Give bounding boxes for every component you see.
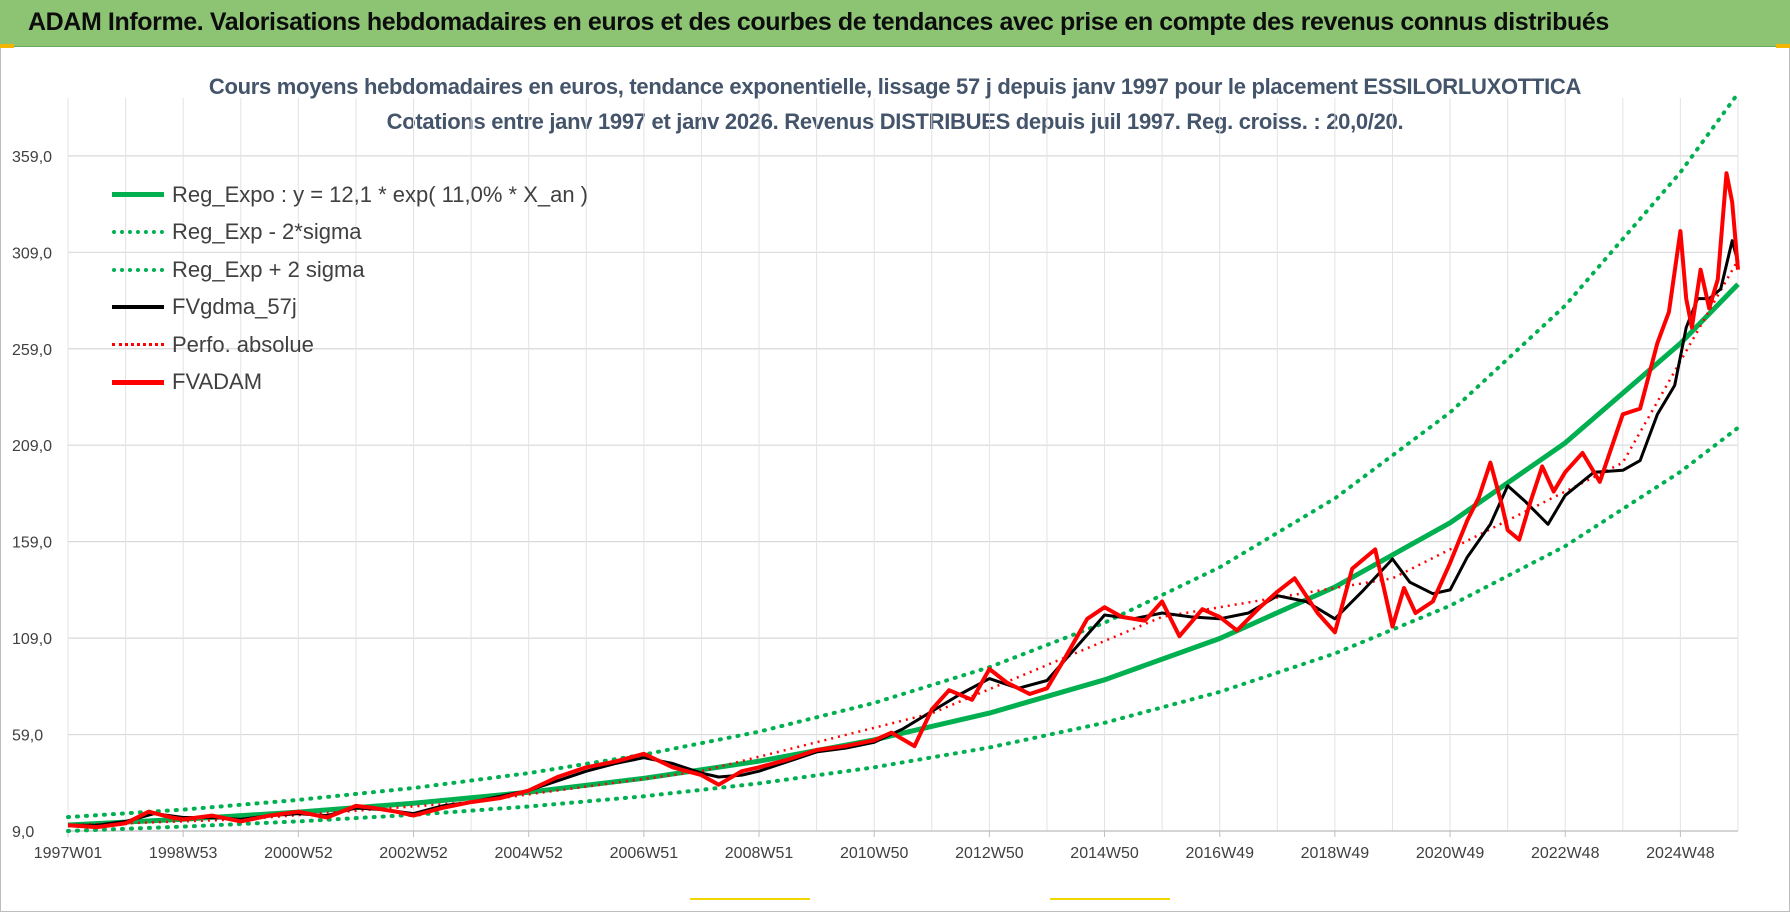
legend-label: Reg_Exp + 2 sigma <box>172 256 365 282</box>
legend-label: Perfo. absolue <box>172 331 314 357</box>
x-tick-label: 2012W50 <box>955 845 1024 862</box>
corner-mark-right <box>1776 44 1790 48</box>
x-tick-label: 2016W49 <box>1185 845 1254 862</box>
x-axis: 1997W01 1998W53 2000W52 2002W52 2004W52 2006W… <box>34 830 1738 862</box>
legend-item-reg-expo: Reg_Expo : y = 12,1 * exp( 11,0% * X_an … <box>112 176 588 214</box>
series-line-reg-exp <box>66 91 1740 820</box>
chart-title: Cours moyens hebdomadaires en euros, ten… <box>208 74 1582 99</box>
legend-swatch-dotted-green <box>112 267 164 272</box>
x-tick-label: 2018W49 <box>1301 845 1370 862</box>
x-tick-label: 2020W49 <box>1416 845 1485 862</box>
y-tick-label: 209,0 <box>12 438 52 455</box>
y-axis: 9,0 59,0 109,0 159,0 209,0 259,0 309,0 359,0 <box>12 149 52 841</box>
legend-item-reg-exp-plus: Reg_Exp + 2 sigma <box>112 251 588 289</box>
x-tick-label: 1998W53 <box>149 845 218 862</box>
banner: ADAM Informe. Valorisations hebdomadaire… <box>0 0 1790 47</box>
legend-item-reg-exp-minus: Reg_Exp - 2*sigma <box>112 214 588 252</box>
y-tick-label: 259,0 <box>12 342 52 359</box>
legend-item-perfo: Perfo. absolue <box>112 326 588 364</box>
x-tick-label: 2004W52 <box>494 845 563 862</box>
legend-item-fvadam: FVADAM <box>112 364 588 402</box>
x-tick-label: 2002W52 <box>379 845 448 862</box>
x-tick-label: 2008W51 <box>725 845 794 862</box>
legend-swatch-solid-green <box>112 192 164 198</box>
chart-series <box>66 91 1740 833</box>
x-tick-label: 1997W01 <box>34 845 103 862</box>
legend-swatch-dotted-red <box>112 343 164 347</box>
legend-swatch-solid-black <box>112 305 164 310</box>
bottom-highlight-mark <box>1050 898 1170 900</box>
legend-item-fvgdma: FVgdma_57j <box>112 289 588 327</box>
series-line-reg-exp <box>66 425 1740 833</box>
chart-subtitle: Cotations entre janv 1997 et janv 2026. … <box>386 109 1404 134</box>
y-tick-label: 309,0 <box>12 245 52 262</box>
legend-label: FVADAM <box>172 369 263 395</box>
legend-label: Reg_Expo : y = 12,1 * exp( 11,0% * X_an … <box>172 181 589 207</box>
x-tick-label: 2024W48 <box>1646 845 1715 862</box>
y-tick-label: 9,0 <box>12 824 34 841</box>
bottom-highlight-mark <box>690 898 810 900</box>
legend-label: Reg_Exp - 2*sigma <box>172 219 362 245</box>
x-tick-label: 2010W50 <box>840 845 909 862</box>
y-tick-label: 359,0 <box>12 149 52 166</box>
x-tick-label: 2014W50 <box>1070 845 1139 862</box>
x-tick-label: 2006W51 <box>610 845 679 862</box>
banner-title: ADAM Informe. Valorisations hebdomadaire… <box>28 8 1609 36</box>
y-tick-label: 59,0 <box>12 728 43 745</box>
legend-swatch-solid-red <box>112 379 164 385</box>
y-tick-label: 159,0 <box>12 535 52 552</box>
chart-legend: Reg_Expo : y = 12,1 * exp( 11,0% * X_an … <box>112 176 588 401</box>
legend-label: FVgdma_57j <box>172 294 297 320</box>
x-tick-label: 2000W52 <box>264 845 333 862</box>
corner-mark-left <box>0 44 14 48</box>
x-tick-label: 2022W48 <box>1531 845 1600 862</box>
series-line-fvadam <box>67 171 1740 830</box>
legend-swatch-dotted-green <box>112 230 164 235</box>
y-tick-label: 109,0 <box>12 631 52 648</box>
